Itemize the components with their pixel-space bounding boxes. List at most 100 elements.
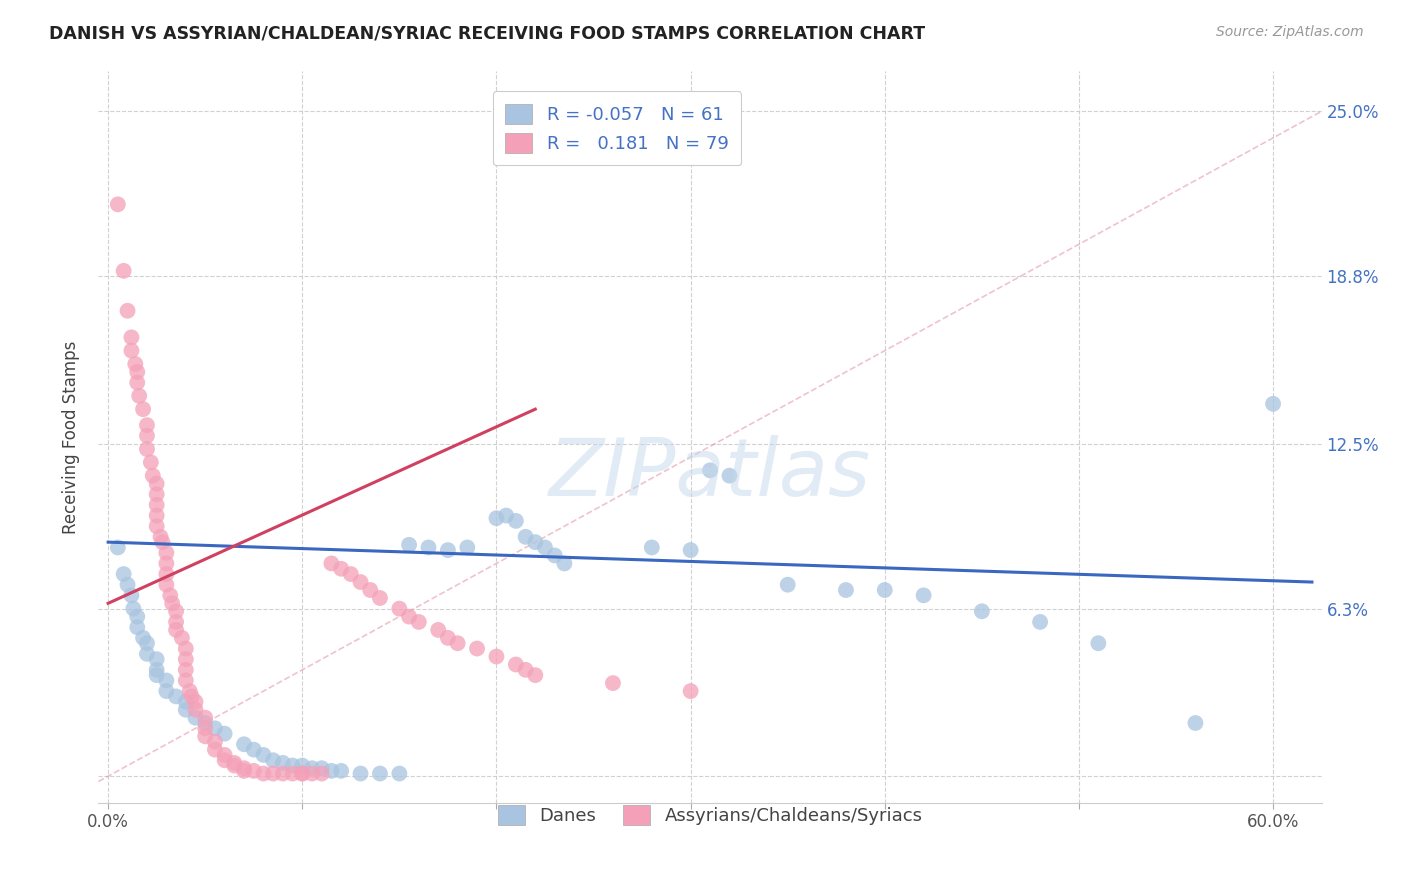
Point [204, 722, 226, 736]
Point [408, 615, 430, 629]
Point [465, 641, 488, 656]
Point [1029, 615, 1052, 629]
Point [873, 582, 896, 597]
Point [124, 357, 146, 371]
Point [139, 455, 162, 469]
Point [180, 690, 202, 704]
Point [776, 577, 799, 591]
Point [835, 582, 858, 597]
Point [128, 389, 150, 403]
Point [224, 756, 246, 770]
Point [427, 623, 450, 637]
Point [132, 402, 155, 417]
Point [388, 766, 411, 780]
Point [524, 535, 547, 549]
Point [311, 766, 333, 780]
Point [184, 695, 207, 709]
Point [184, 711, 207, 725]
Point [553, 557, 575, 571]
Point [388, 601, 411, 615]
Point [122, 601, 145, 615]
Point [505, 514, 527, 528]
Point [155, 673, 177, 688]
Point [179, 684, 201, 698]
Point [155, 577, 177, 591]
Point [1184, 716, 1206, 731]
Point [136, 418, 159, 433]
Point [233, 737, 256, 751]
Point [398, 609, 420, 624]
Point [120, 330, 142, 344]
Y-axis label: Receiving Food Stamps: Receiving Food Stamps [62, 341, 80, 533]
Point [127, 376, 149, 390]
Point [534, 541, 557, 555]
Point [330, 764, 353, 778]
Point [515, 530, 537, 544]
Point [1087, 636, 1109, 650]
Point [107, 197, 129, 211]
Point [204, 742, 226, 756]
Point [505, 657, 527, 672]
Point [349, 766, 371, 780]
Point [641, 541, 664, 555]
Point [174, 663, 197, 677]
Point [165, 604, 187, 618]
Point [321, 764, 343, 778]
Point [117, 577, 139, 591]
Point [165, 623, 187, 637]
Point [321, 557, 343, 571]
Point [912, 588, 935, 602]
Point [145, 652, 167, 666]
Point [291, 758, 314, 772]
Text: Source: ZipAtlas.com: Source: ZipAtlas.com [1216, 25, 1364, 39]
Point [271, 756, 294, 770]
Point [145, 476, 167, 491]
Point [194, 722, 217, 736]
Text: ZIPatlas: ZIPatlas [548, 434, 872, 513]
Point [699, 463, 721, 477]
Point [145, 663, 167, 677]
Point [132, 631, 155, 645]
Point [170, 631, 193, 645]
Point [159, 588, 181, 602]
Point [112, 264, 135, 278]
Point [127, 365, 149, 379]
Point [311, 761, 333, 775]
Point [165, 615, 187, 629]
Point [242, 764, 264, 778]
Point [524, 668, 547, 682]
Point [136, 647, 159, 661]
Point [242, 742, 264, 756]
Point [544, 549, 567, 563]
Point [281, 758, 304, 772]
Point [446, 636, 468, 650]
Point [174, 641, 197, 656]
Point [718, 468, 741, 483]
Point [214, 726, 236, 740]
Point [359, 582, 381, 597]
Point [155, 567, 177, 582]
Point [485, 649, 508, 664]
Point [418, 541, 440, 555]
Point [174, 703, 197, 717]
Point [485, 511, 508, 525]
Point [145, 668, 167, 682]
Point [271, 766, 294, 780]
Point [145, 498, 167, 512]
Point [127, 620, 149, 634]
Point [165, 690, 187, 704]
Point [160, 596, 183, 610]
Point [679, 543, 702, 558]
Point [145, 487, 167, 501]
Point [145, 508, 167, 523]
Point [291, 766, 314, 780]
Point [149, 530, 172, 544]
Point [456, 541, 478, 555]
Point [233, 761, 256, 775]
Point [495, 508, 517, 523]
Point [252, 766, 274, 780]
Point [174, 673, 197, 688]
Point [262, 753, 284, 767]
Point [120, 343, 142, 358]
Point [970, 604, 993, 618]
